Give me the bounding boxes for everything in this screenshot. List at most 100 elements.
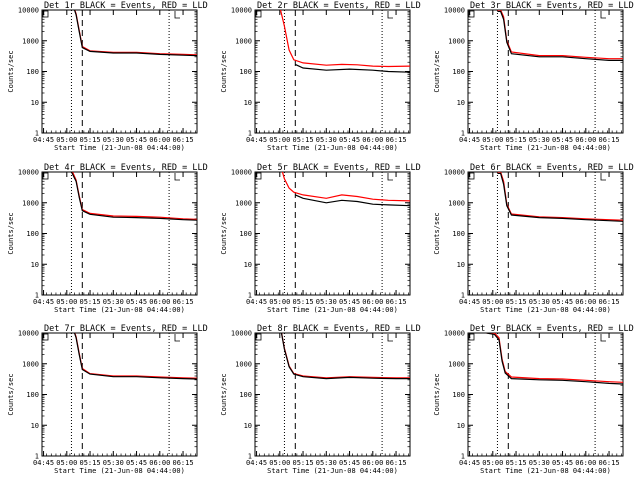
series-line-events: [280, 333, 410, 380]
x-tick-label: 05:00: [56, 459, 77, 467]
y-tick-label: 100: [239, 68, 252, 76]
y-tick-label: 10: [457, 261, 465, 269]
series-line-events: [73, 333, 197, 380]
x-tick-label: 05:00: [269, 459, 290, 467]
y-tick-label: 10: [457, 422, 465, 430]
x-tick-label: 05:15: [80, 298, 101, 306]
x-tick-label: 05:00: [56, 136, 77, 144]
series-line-lld: [497, 172, 623, 221]
x-tick-label: 05:15: [506, 136, 527, 144]
y-tick-label: 100: [26, 230, 39, 238]
y-tick-label: 1000: [235, 360, 252, 368]
x-tick-label: 05:15: [293, 136, 314, 144]
chart-title: Det 5r BLACK = Events, RED = LLD: [257, 163, 421, 173]
chart-title: Det 2r BLACK = Events, RED = LLD: [257, 1, 421, 11]
x-tick-label: 05:30: [103, 459, 124, 467]
x-tick-label: 05:30: [529, 459, 550, 467]
chart-title: Det 4r BLACK = Events, RED = LLD: [44, 163, 208, 173]
x-tick-label: 06:00: [149, 459, 170, 467]
y-tick-label: 10: [31, 261, 39, 269]
chart-title: Det 6r BLACK = Events, RED = LLD: [470, 163, 634, 173]
x-tick-label: 06:15: [173, 459, 194, 467]
plot-frame: [41, 332, 198, 457]
chart-panel-5: Det 5r BLACK = Events, RED = LLD 1 10 100 10…: [220, 163, 421, 314]
corner-marker: [255, 10, 262, 18]
x-tick-label: 05:45: [552, 136, 573, 144]
corner-marker: [174, 173, 180, 181]
y-tick-label: 10000: [18, 7, 39, 15]
x-tick-label: 05:45: [339, 298, 360, 306]
series-line-events: [486, 333, 623, 385]
x-tick-label: 06:00: [362, 298, 383, 306]
y-tick-label: 10: [244, 99, 252, 107]
y-tick-label: 1000: [448, 37, 465, 45]
chart-title: Det 1r BLACK = Events, RED = LLD: [44, 1, 208, 11]
chart-title: Det 7r BLACK = Events, RED = LLD: [44, 324, 208, 334]
x-tick-label: 06:15: [173, 136, 194, 144]
corner-marker: [255, 172, 262, 180]
x-tick-label: 06:00: [362, 136, 383, 144]
y-tick-label: 1000: [22, 37, 39, 45]
x-tick-label: 05:00: [482, 298, 503, 306]
corner-marker: [42, 172, 49, 180]
series-line-events: [73, 10, 197, 57]
x-tick-label: 05:30: [529, 298, 550, 306]
x-tick-label: 05:45: [126, 298, 147, 306]
y-tick-label: 1000: [448, 360, 465, 368]
chart-panel-9: Det 9r BLACK = Events, RED = LLD 1 10 100 10…: [433, 324, 634, 475]
series-line-lld: [486, 333, 623, 383]
x-tick-label: 05:45: [552, 459, 573, 467]
x-tick-label: 05:15: [293, 459, 314, 467]
y-tick-label: 1: [35, 453, 39, 461]
series-line-events: [70, 172, 197, 221]
y-tick-label: 1: [248, 453, 252, 461]
x-tick-label: 05:30: [316, 459, 337, 467]
corner-marker: [255, 333, 262, 341]
x-tick-label: 04:45: [459, 459, 480, 467]
y-axis-label: Counts/sec: [7, 50, 15, 92]
x-tick-label: 06:15: [599, 136, 620, 144]
y-tick-label: 1: [35, 292, 39, 300]
chart-panel-6: Det 6r BLACK = Events, RED = LLD 1 10 100 10…: [433, 163, 634, 314]
y-axis-label: Counts/sec: [220, 373, 228, 415]
x-tick-label: 04:45: [459, 136, 480, 144]
x-axis-label: Start Time (21-Jun-08 04:44:00): [480, 144, 611, 152]
x-tick-label: 05:00: [269, 298, 290, 306]
plot-frame: [254, 332, 411, 457]
y-tick-label: 100: [452, 230, 465, 238]
y-tick-label: 10000: [444, 169, 465, 177]
y-axis-label: Counts/sec: [220, 50, 228, 92]
x-tick-label: 05:45: [339, 136, 360, 144]
corner-marker: [174, 334, 180, 342]
x-tick-label: 05:00: [482, 136, 503, 144]
y-tick-label: 10: [31, 99, 39, 107]
x-tick-label: 06:00: [575, 298, 596, 306]
x-tick-label: 04:45: [246, 136, 267, 144]
y-tick-label: 10000: [18, 169, 39, 177]
y-axis-label: Counts/sec: [433, 373, 441, 415]
x-tick-label: 06:00: [575, 459, 596, 467]
y-tick-label: 10000: [444, 330, 465, 338]
y-tick-label: 1000: [448, 199, 465, 207]
plot-frame: [467, 171, 624, 296]
y-tick-label: 100: [452, 391, 465, 399]
x-tick-label: 05:30: [316, 136, 337, 144]
y-axis-label: Counts/sec: [433, 212, 441, 254]
y-tick-label: 1000: [22, 360, 39, 368]
x-tick-label: 06:00: [149, 136, 170, 144]
x-tick-label: 05:30: [103, 298, 124, 306]
chart-title: Det 9r BLACK = Events, RED = LLD: [470, 324, 634, 334]
corner-marker: [387, 334, 393, 342]
chart-panel-1: Det 1r BLACK = Events, RED = LLD 1 10 100 10…: [7, 1, 208, 152]
series-line-events: [497, 10, 623, 62]
x-tick-label: 05:15: [80, 459, 101, 467]
corner-marker: [468, 10, 475, 18]
y-axis-label: Counts/sec: [433, 50, 441, 92]
y-tick-label: 1: [461, 453, 465, 461]
y-tick-label: 10: [244, 261, 252, 269]
corner-marker: [42, 10, 49, 18]
chart-panel-7: Det 7r BLACK = Events, RED = LLD 1 10 100 10…: [7, 324, 208, 475]
x-tick-label: 05:00: [56, 298, 77, 306]
x-tick-label: 05:30: [316, 298, 337, 306]
corner-marker: [468, 172, 475, 180]
